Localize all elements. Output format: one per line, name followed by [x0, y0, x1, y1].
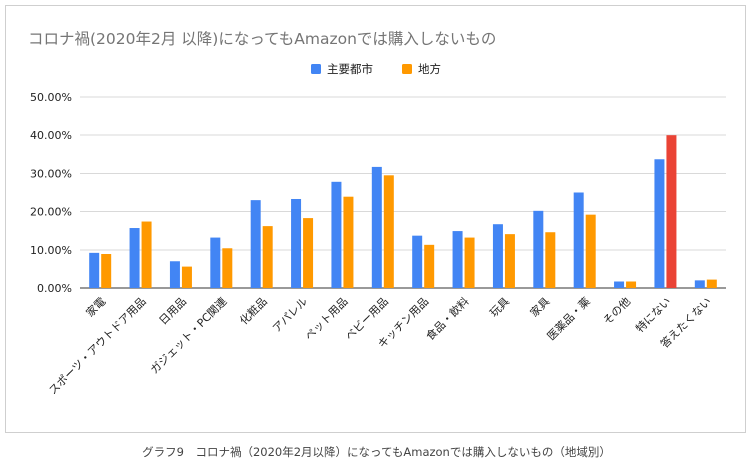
bar-1-11	[492, 224, 503, 288]
y-tick-label: 30.00%	[30, 167, 72, 180]
bar-1-5	[250, 200, 261, 288]
chart-title: コロナ禍(2020年2月 以降)になってもAmazonでは購入しないもの	[28, 30, 496, 48]
bar-2-9	[424, 244, 435, 288]
bar-1-9	[412, 235, 423, 288]
bar-2-1	[101, 254, 112, 288]
bar-1-1	[89, 252, 100, 288]
x-tick-label: アパレル	[270, 295, 310, 335]
x-tick-label: 食品・飲料	[423, 294, 472, 343]
bar-2-10	[464, 237, 475, 288]
y-tick-label: 0.00%	[37, 282, 72, 295]
bar-2-15	[666, 135, 677, 288]
y-tick-label: 50.00%	[30, 91, 72, 104]
x-tick-label: 玩具	[487, 295, 512, 320]
bar-1-10	[452, 231, 463, 288]
bar-1-6	[291, 198, 302, 288]
x-tick-label: 特にない	[633, 294, 674, 335]
bar-2-5	[262, 226, 273, 288]
bar-1-12	[533, 210, 544, 288]
bar-2-4	[222, 248, 233, 288]
bar-2-7	[343, 196, 354, 288]
legend-swatch-1	[311, 64, 321, 74]
bar-1-7	[331, 181, 342, 288]
bar-2-11	[504, 234, 515, 288]
legend-label-2: 地方	[418, 62, 441, 76]
legend-swatch-2	[402, 64, 412, 74]
x-tick-label: 化粧品	[237, 294, 270, 327]
bar-2-2	[141, 221, 152, 288]
x-tick-label: 家具	[527, 294, 552, 319]
bar-1-8	[371, 166, 382, 288]
bar-1-2	[129, 228, 140, 288]
legend-label-1: 主要都市	[327, 62, 373, 76]
y-tick-label: 40.00%	[30, 129, 72, 142]
y-tick-label: 10.00%	[30, 244, 72, 257]
bar-1-15	[654, 159, 665, 288]
bar-2-16	[706, 279, 717, 288]
bar-2-8	[383, 175, 394, 288]
y-tick-label: 20.00%	[30, 206, 72, 219]
bar-1-3	[169, 261, 180, 288]
x-tick-label: ペット用品	[302, 295, 350, 343]
bar-2-14	[626, 281, 637, 288]
bar-2-3	[181, 266, 192, 288]
x-tick-label: その他	[601, 295, 634, 328]
bar-1-14	[614, 281, 625, 288]
bar-chart: コロナ禍(2020年2月 以降)になってもAmazonでは購入しないもの主要都市…	[28, 30, 726, 397]
bar-1-16	[694, 280, 705, 288]
x-tick-label: 日用品	[157, 295, 190, 328]
bar-1-4	[210, 237, 221, 288]
x-tick-label: 家電	[83, 294, 108, 319]
bar-2-12	[545, 232, 556, 288]
x-tick-label: ガジェット・PC関連	[147, 294, 229, 376]
bar-1-13	[573, 192, 584, 288]
x-tick-label: 医薬品・薬	[545, 295, 593, 343]
bar-2-6	[303, 218, 314, 288]
bar-2-13	[585, 214, 596, 288]
figure-caption: グラフ9 コロナ禍（2020年2月以降）になってもAmazonでは購入しないもの…	[142, 445, 611, 459]
